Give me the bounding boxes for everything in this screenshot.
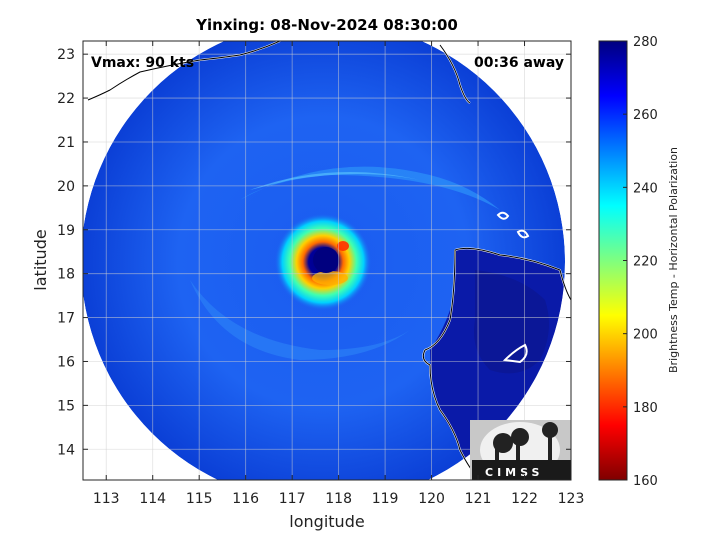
y-tick-label: 23: [57, 47, 75, 63]
x-tick-label: 120: [418, 491, 445, 507]
x-tick-label: 123: [558, 491, 585, 507]
logo-text: CIMSS: [485, 466, 543, 479]
y-tick-label: 16: [57, 354, 75, 370]
x-tick-label: 114: [139, 491, 166, 507]
x-tick-label: 115: [186, 491, 213, 507]
axes-frame: [82, 40, 572, 481]
x-axis-label: longitude: [289, 512, 364, 531]
colorbar-tick-label: 280: [633, 35, 658, 50]
y-tick-label: 22: [57, 91, 75, 107]
colorbar-label: Brightness Temp - Horizontal Polarizatio…: [667, 147, 680, 373]
coastline-black: [87, 41, 571, 480]
colorbar-tick-label: 220: [633, 255, 658, 270]
x-tick-label: 113: [93, 491, 120, 507]
grid-lines: [83, 41, 571, 480]
x-tick-label: 117: [279, 491, 306, 507]
y-tick-label: 15: [57, 398, 75, 414]
vmax-annotation: Vmax: 90 kts: [91, 55, 194, 71]
time-away-annotation: 00:36 away: [474, 55, 564, 71]
y-tick-label: 19: [57, 223, 75, 239]
y-tick-label: 18: [57, 267, 75, 283]
colorbar: [598, 40, 628, 481]
colorbar-tick-label: 200: [633, 328, 658, 343]
y-axis-ticks: 14 15 16 17 18 19 20 21 22 23: [57, 47, 571, 458]
y-tick-label: 21: [57, 135, 75, 151]
x-tick-label: 116: [232, 491, 259, 507]
x-tick-label: 121: [465, 491, 492, 507]
colorbar-tick-label: 240: [633, 181, 658, 196]
chart-title: Yinxing: 08-Nov-2024 08:30:00: [195, 16, 458, 34]
y-axis-label: latitude: [31, 229, 50, 290]
x-tick-label: 118: [325, 491, 352, 507]
colorbar-tick-label: 180: [633, 401, 658, 416]
x-tick-label: 122: [511, 491, 538, 507]
colorbar-tick-label: 160: [633, 474, 658, 489]
cimss-logo: CIMSS: [470, 420, 571, 480]
colorbar-ticks: 160 180 200 220 240 260 280: [623, 35, 658, 489]
colorbar-tick-label: 260: [633, 108, 658, 123]
x-axis-ticks: 113 114 115 116 117 118 119 120 121 122 123: [93, 41, 584, 507]
y-tick-label: 20: [57, 179, 75, 195]
y-tick-label: 14: [57, 442, 75, 458]
x-tick-label: 119: [372, 491, 399, 507]
y-tick-label: 17: [57, 311, 75, 327]
